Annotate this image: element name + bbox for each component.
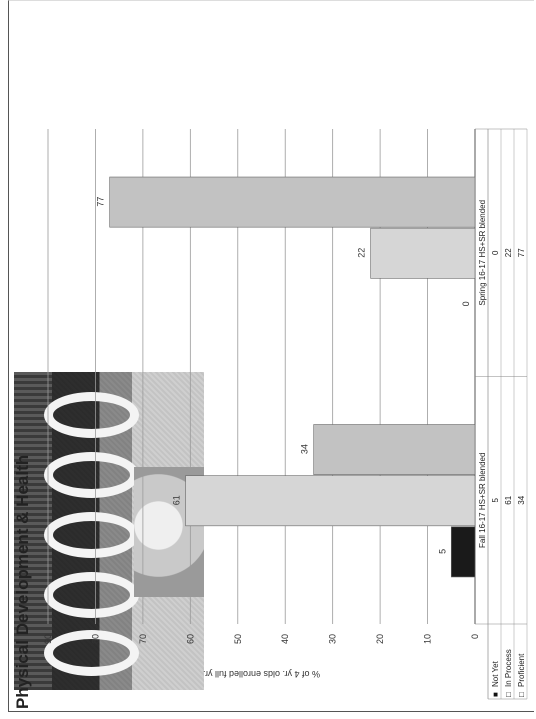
legend-series-name: In Process [504,649,513,687]
child-slide-photo [14,372,204,690]
legend-series-name: Proficient [517,653,526,687]
table-value: 34 [517,495,526,504]
y-tick-label: 40 [280,634,290,644]
bar-value-label: 61 [172,495,182,505]
legend-marker: □ [504,692,513,697]
y-axis-label: % of 4 yr. olds enrolled full yr. [203,669,320,679]
y-tick-label: 20 [375,634,385,644]
table-value: 61 [504,495,513,504]
y-tick-label: 0 [470,634,480,639]
y-tick-label: 60 [185,634,195,644]
bar-proficient [109,176,476,228]
bar-value-label: 77 [96,197,106,207]
bar-not-yet [450,526,476,578]
y-tick-label: 30 [328,634,338,644]
bar-value-label: 34 [300,444,310,454]
bar-in-process [370,227,476,279]
chart-title: Physical Development & Health [13,455,32,709]
y-tick-label: 70 [138,634,148,644]
bar-value-label: 5 [437,549,447,554]
bar-value-label: 0 [461,301,471,306]
bar-in-process [185,475,476,527]
legend-marker: ■ [491,692,500,697]
bar-value-label: 22 [357,248,367,258]
table-value: 77 [517,248,526,257]
legend-marker: □ [517,692,526,697]
bar-proficient [313,424,476,475]
y-tick-label: 10 [423,634,433,644]
table-category-label: Spring 16-17 HS+SR blended [478,200,487,306]
y-tick-labels: 0 10 20 30 40 50 60 70 80 90 [43,634,480,644]
table-value: 22 [504,248,513,257]
table-category-label: Fall 16-17 HS+SR blended [478,453,487,548]
y-tick-label: 80 [90,634,100,644]
y-tick-label: 90 [43,634,53,644]
page-frame [8,0,534,712]
data-table: Fall 16-17 HS+SR blended Spring 16-17 HS+… [475,128,528,700]
legend-series-name: Not Yet [491,660,500,687]
slide-loop [44,630,139,676]
y-tick-label: 50 [233,634,243,644]
bars-group: 5 61 34 0 22 77 [96,176,476,578]
table-value: 5 [491,497,500,502]
slide-loop [44,392,139,438]
table-value: 0 [491,250,500,255]
